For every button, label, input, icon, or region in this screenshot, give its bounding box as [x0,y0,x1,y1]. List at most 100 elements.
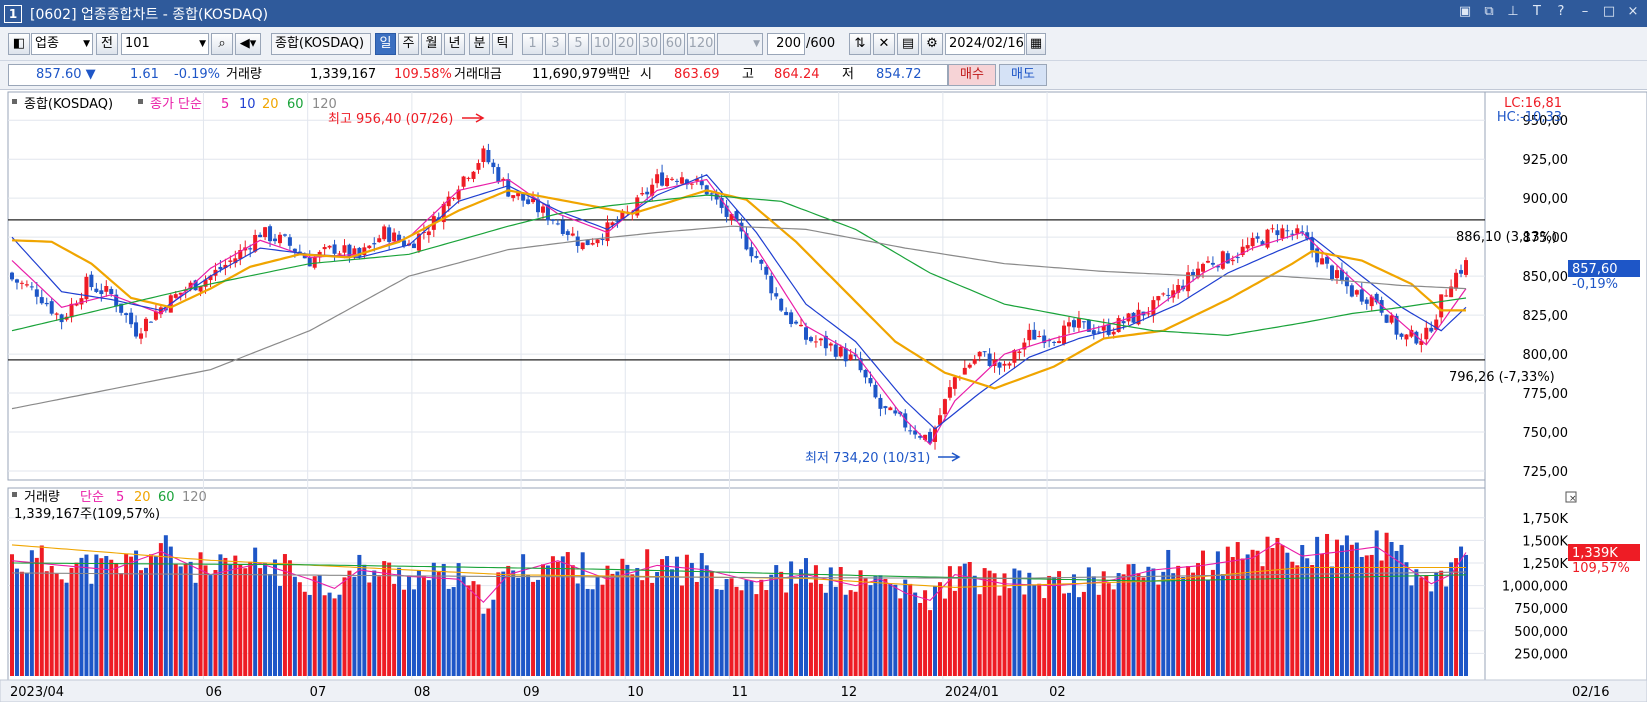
interval-1[interactable]: 1 [522,33,543,55]
candle-body [962,367,967,375]
copy-window-icon[interactable]: ⧉ [1484,4,1494,19]
volume-bar [828,567,833,676]
candle-body [486,149,491,163]
candle-body [595,239,600,244]
candle-body [863,369,868,378]
volume-bar [496,572,501,676]
candle-body [1374,293,1379,303]
gear-icon[interactable]: ⚙ [921,33,943,55]
candle-body [1017,351,1022,354]
volume-bar [411,589,416,676]
search-icon[interactable]: ⌕ [211,33,233,55]
candle-body [937,415,942,425]
period-day[interactable]: 일 [375,33,396,55]
volume-bar [729,578,734,676]
code-input[interactable]: 101 ▼ [121,33,209,55]
text-icon[interactable]: T [1533,4,1541,19]
pin-icon[interactable]: ⊥ [1507,4,1519,19]
interval-5[interactable]: 5 [568,33,589,55]
volume-bar [1196,563,1201,676]
interval-120[interactable]: 120 [687,33,715,55]
chart-menu-icon[interactable]: ◧ [8,33,30,55]
interval-30[interactable]: 30 [639,33,661,55]
save-icon[interactable]: ▤ [897,33,919,55]
calendar-icon[interactable]: ▦ [1026,33,1046,55]
speaker-icon[interactable]: ◀▾ [235,33,261,55]
candle-body [1071,320,1076,328]
chart-svg[interactable]: 2023/04 06 07 08 09 10 11 12 2024/01 02 02/16 725,0… [0,90,1647,703]
volume-bar [1027,572,1032,676]
minimize-icon[interactable]: – [1581,4,1589,19]
volume-bar [312,576,317,676]
candle-body [1062,325,1067,344]
last-volume-tag [1568,544,1640,561]
volume-bar [1419,577,1424,676]
period-week[interactable]: 주 [398,33,419,55]
candle-body [248,248,253,250]
volume-bar [1076,597,1081,676]
volume-bar [392,583,397,676]
close-icon[interactable]: × [1627,4,1639,19]
crosshair-icon[interactable]: ✕ [873,33,895,55]
volume-bar [362,564,367,676]
interval-3[interactable]: 3 [545,33,566,55]
help-icon[interactable]: ? [1557,4,1565,19]
candle-body [1295,228,1300,234]
candle-body [997,362,1002,368]
volume-legend-ma-5: 5 [116,490,124,505]
interval-custom-select[interactable]: ▼ [717,33,763,55]
candle-body [347,244,352,258]
candle-body [34,289,39,297]
candle-body [99,290,104,295]
count-total: /600 [806,36,836,51]
volume-bar [238,565,243,676]
interval-10[interactable]: 10 [591,33,613,55]
volume-bar [253,547,258,676]
interval-60[interactable]: 60 [663,33,685,55]
period-month[interactable]: 월 [421,33,442,55]
volume-bar [1429,591,1434,676]
candle-body [1275,230,1280,236]
x-tick-label: 09 [523,685,540,700]
volume-bar [803,558,808,676]
y-tick-label: 850,00 [1523,270,1569,285]
volume-bar [421,575,426,676]
candle-body [923,434,928,440]
candle-body [238,250,243,260]
x-tick-label: 07 [310,685,327,700]
sector-select[interactable]: 업종 ▼ [31,33,93,55]
interval-20[interactable]: 20 [615,33,637,55]
volume-bar [74,562,79,676]
buy-button[interactable]: 매수 [948,64,996,86]
volume-bar [709,571,714,676]
sell-button[interactable]: 매도 [999,64,1047,86]
volume-bar [1250,549,1255,676]
candle-body [918,436,923,438]
x-tick-label: 2024/01 [945,685,999,700]
date-input[interactable]: 2024/02/16 [945,33,1025,55]
maximize-icon[interactable]: □ [1602,4,1616,19]
volume-bar [99,558,104,676]
y-tick-label: 800,00 [1523,348,1569,363]
candle-body [337,253,342,255]
period-year[interactable]: 년 [444,33,465,55]
volume-bar [461,575,466,676]
all-button[interactable]: 전 [96,33,118,55]
volume-bar [54,573,59,676]
volume-bar [928,610,933,676]
period-minute[interactable]: 분 [469,33,490,55]
candle-body [1434,319,1439,330]
period-tick[interactable]: 틱 [492,33,513,55]
chart-tools-icon[interactable]: ⇅ [849,33,871,55]
chart-area[interactable]: 2023/04 06 07 08 09 10 11 12 2024/01 02 02/16 725,0… [0,90,1647,703]
candle-body [908,430,913,432]
count-input[interactable]: 200 [767,33,805,55]
candle-body [263,227,268,238]
candle-body [1444,295,1449,297]
volume-bar [114,563,119,676]
layout-icon[interactable]: ▣ [1458,4,1472,19]
volume-bar [734,586,739,676]
volume-bar [1215,551,1220,676]
candle-body [719,197,724,208]
high-label: 고 [742,67,754,82]
